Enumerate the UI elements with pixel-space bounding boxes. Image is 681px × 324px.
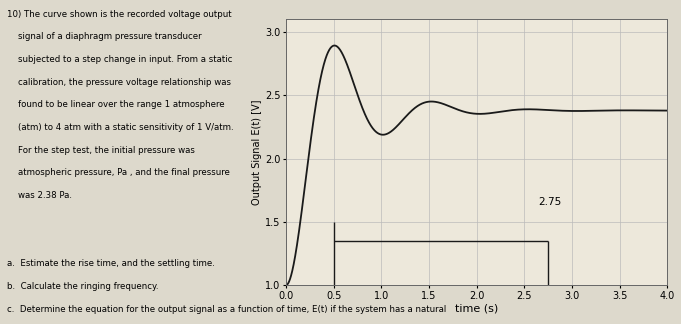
Text: calibration, the pressure voltage relationship was: calibration, the pressure voltage relati… (7, 78, 231, 87)
Text: For the step test, the initial pressure was: For the step test, the initial pressure … (7, 146, 195, 155)
Text: found to be linear over the range 1 atmosphere: found to be linear over the range 1 atmo… (7, 100, 225, 110)
Text: a.  Estimate the rise time, and the settling time.: a. Estimate the rise time, and the settl… (7, 259, 215, 268)
Text: atmospheric pressure, Pa , and the final pressure: atmospheric pressure, Pa , and the final… (7, 168, 229, 178)
Text: 10) The curve shown is the recorded voltage output: 10) The curve shown is the recorded volt… (7, 10, 232, 19)
Text: b.  Calculate the ringing frequency.: b. Calculate the ringing frequency. (7, 282, 158, 291)
X-axis label: time (s): time (s) (455, 304, 498, 313)
Text: signal of a diaphragm pressure transducer: signal of a diaphragm pressure transduce… (7, 32, 202, 41)
Y-axis label: Output Signal E(t) [V]: Output Signal E(t) [V] (252, 99, 262, 205)
Text: 2.75: 2.75 (539, 197, 562, 207)
Text: subjected to a step change in input. From a static: subjected to a step change in input. Fro… (7, 55, 232, 64)
Text: c.  Determine the equation for the output signal as a function of time, E(t) if : c. Determine the equation for the output… (7, 305, 446, 314)
Text: (atm) to 4 atm with a static sensitivity of 1 V/atm.: (atm) to 4 atm with a static sensitivity… (7, 123, 234, 132)
Text: was 2.38 Pa.: was 2.38 Pa. (7, 191, 72, 200)
